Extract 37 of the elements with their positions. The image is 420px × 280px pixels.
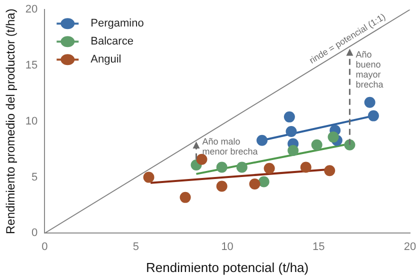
point (256, 134, 268, 146)
legend-label: Anguil (90, 54, 122, 66)
point (286, 126, 297, 137)
y-tick-label: 15 (25, 60, 38, 72)
point (196, 154, 208, 165)
point (216, 162, 228, 173)
x-tick-label: 5 (132, 240, 140, 253)
annotation: Año malo menor brecha (202, 136, 258, 157)
point (180, 192, 191, 203)
y-tick-label: 10 (25, 115, 38, 128)
x-tick-label: 20 (404, 240, 416, 253)
annotation: Año bueno mayor brecha (356, 50, 384, 90)
x-tick-label: 15 (312, 240, 325, 253)
point (300, 162, 312, 173)
point (324, 165, 336, 176)
x-tick-label: 10 (221, 240, 234, 253)
point (368, 110, 379, 122)
point (328, 132, 339, 143)
point (364, 96, 376, 108)
legend-label: Balcarce (90, 36, 134, 48)
point (311, 139, 322, 150)
point (284, 111, 295, 122)
point (344, 139, 356, 150)
point (216, 180, 228, 192)
point (236, 162, 248, 173)
point (264, 162, 275, 174)
point (249, 178, 260, 190)
x-axis-title: Rendimiento potencial (t/ha) (146, 260, 309, 275)
point (143, 172, 154, 183)
y-tick-label: 20 (25, 4, 38, 16)
point (288, 144, 299, 156)
y-axis-title: Rendimiento promedio del productor (t/ha) (4, 8, 18, 234)
y-tick-label: 5 (32, 171, 38, 184)
legend-label: Pergamino (90, 18, 144, 30)
x-tick-label: 0 (42, 240, 48, 253)
y-tick-label: 0 (32, 227, 38, 240)
point (258, 176, 270, 188)
